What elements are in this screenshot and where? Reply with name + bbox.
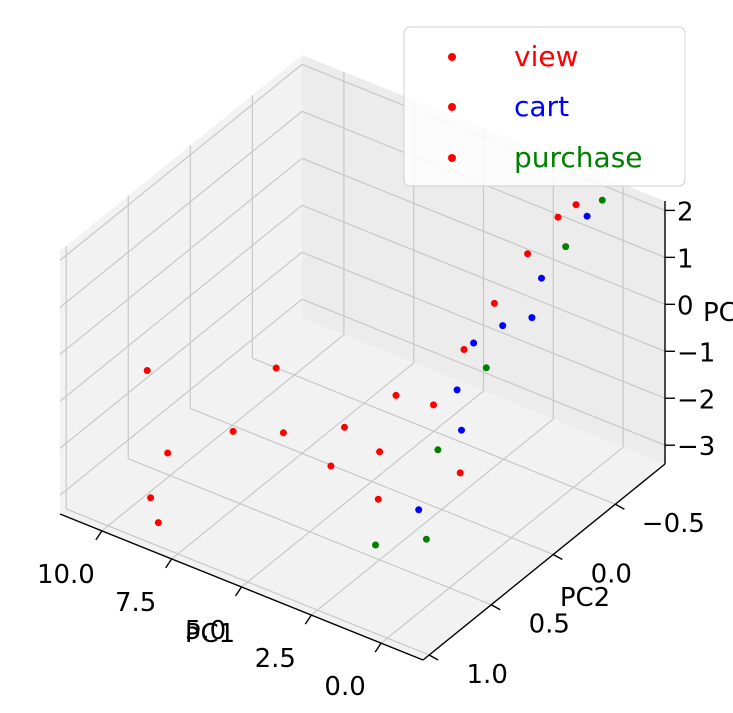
tick-marks xyxy=(95,209,675,661)
point-purchase xyxy=(598,196,606,204)
grid-line-z-back xyxy=(301,157,666,305)
grid-line-x-floor xyxy=(101,334,345,532)
grid-line-z-wall xyxy=(59,157,303,355)
z-tick-label: −3 xyxy=(677,432,715,462)
z-tick-label: −2 xyxy=(677,385,715,415)
x-tick-label: 7.5 xyxy=(115,588,156,618)
grid-line-y-floor xyxy=(65,508,430,656)
grid-line-x-floor xyxy=(171,362,415,560)
point-view xyxy=(164,449,172,457)
point-view xyxy=(460,346,468,353)
point-view xyxy=(279,429,287,437)
z-tick-label: 0 xyxy=(677,291,694,321)
point-view xyxy=(554,213,562,221)
y-tick-label: 0.5 xyxy=(529,610,570,640)
point-view xyxy=(490,299,498,307)
y-axis-line xyxy=(422,463,666,661)
point-cart xyxy=(583,212,591,220)
point-cart xyxy=(458,426,465,434)
point-cart xyxy=(528,314,536,322)
grid-line-z-wall xyxy=(59,204,303,402)
point-purchase xyxy=(434,446,442,454)
point-cart xyxy=(453,386,461,394)
point-cart xyxy=(470,339,478,347)
y-tick-mark xyxy=(428,654,439,661)
y-tick-label: 1.0 xyxy=(467,660,508,690)
point-view xyxy=(154,519,162,527)
y-tick-mark xyxy=(490,604,501,611)
grid-line-x-floor xyxy=(310,418,554,616)
grid-line-z-back xyxy=(301,251,666,399)
x-tick-label: 5.0 xyxy=(185,616,226,646)
point-purchase xyxy=(422,535,430,543)
grid-lines xyxy=(59,63,666,656)
point-cart xyxy=(538,274,545,282)
grid-line-z-back xyxy=(301,204,666,352)
point-view xyxy=(392,391,400,399)
grid-line-x-floor xyxy=(380,446,624,644)
x-tick-mark xyxy=(234,586,243,597)
point-view xyxy=(229,427,237,435)
point-view xyxy=(374,495,382,503)
point-view xyxy=(341,423,348,431)
y-tick-label: 0.0 xyxy=(591,559,632,589)
legend-label-purchase: purchase xyxy=(514,141,643,174)
point-view xyxy=(143,367,151,374)
x-axis-label: PC1 xyxy=(185,619,235,649)
x-tick-label: 2.5 xyxy=(255,644,296,674)
x-tick-mark xyxy=(304,614,312,625)
point-view xyxy=(430,401,437,409)
tick-labels: 10.0 7.5 5.0 2.5 0.0 −0.5 0.0 0.5 1.0 2 1 0 −1 −2 −3 xyxy=(37,197,715,702)
data-points xyxy=(143,196,606,549)
point-purchase xyxy=(372,541,379,549)
legend-box xyxy=(403,26,686,187)
point-view xyxy=(376,448,384,456)
point-view xyxy=(327,462,335,470)
y-axis-label: PC2 xyxy=(560,583,610,613)
legend-marker-cart xyxy=(448,103,456,111)
point-view xyxy=(272,364,280,372)
z-tick-label: 2 xyxy=(677,197,694,227)
point-purchase xyxy=(562,243,570,251)
point-view xyxy=(524,250,532,258)
point-purchase xyxy=(482,364,490,372)
grid-line-y-floor xyxy=(252,357,616,505)
grid-line-z-wall xyxy=(59,63,303,261)
grid-line-x-floor xyxy=(241,390,484,588)
point-view xyxy=(147,494,155,502)
y-tick-mark xyxy=(552,553,563,561)
z-tick-label: −1 xyxy=(677,338,715,368)
legend-label-cart: cart xyxy=(514,90,569,123)
x-tick-mark xyxy=(374,642,382,653)
grid-line-z-back xyxy=(301,298,666,446)
point-view xyxy=(572,201,580,209)
grid-line-z-wall xyxy=(59,298,303,496)
point-cart xyxy=(415,506,423,514)
point-view xyxy=(456,469,464,477)
legend: view cart purchase xyxy=(403,26,686,187)
y-tick-label: −0.5 xyxy=(642,509,705,539)
legend-marker-view xyxy=(448,53,456,61)
legend-marker-purchase xyxy=(448,154,456,162)
grid-line-z-wall xyxy=(59,110,303,308)
z-tick-label: 1 xyxy=(677,244,694,274)
x-tick-mark xyxy=(165,558,173,569)
x-tick-label: 0.0 xyxy=(324,672,365,702)
grid-line-z-wall xyxy=(59,251,303,449)
grid-line-y-floor xyxy=(190,407,554,556)
point-cart xyxy=(499,322,507,330)
grid-line-y-floor xyxy=(128,458,492,606)
z-axis-label: PC xyxy=(703,298,733,328)
legend-label-view: view xyxy=(514,40,578,73)
x-tick-mark xyxy=(95,530,103,541)
y-tick-mark xyxy=(615,503,625,510)
x-tick-label: 10.0 xyxy=(37,560,95,590)
